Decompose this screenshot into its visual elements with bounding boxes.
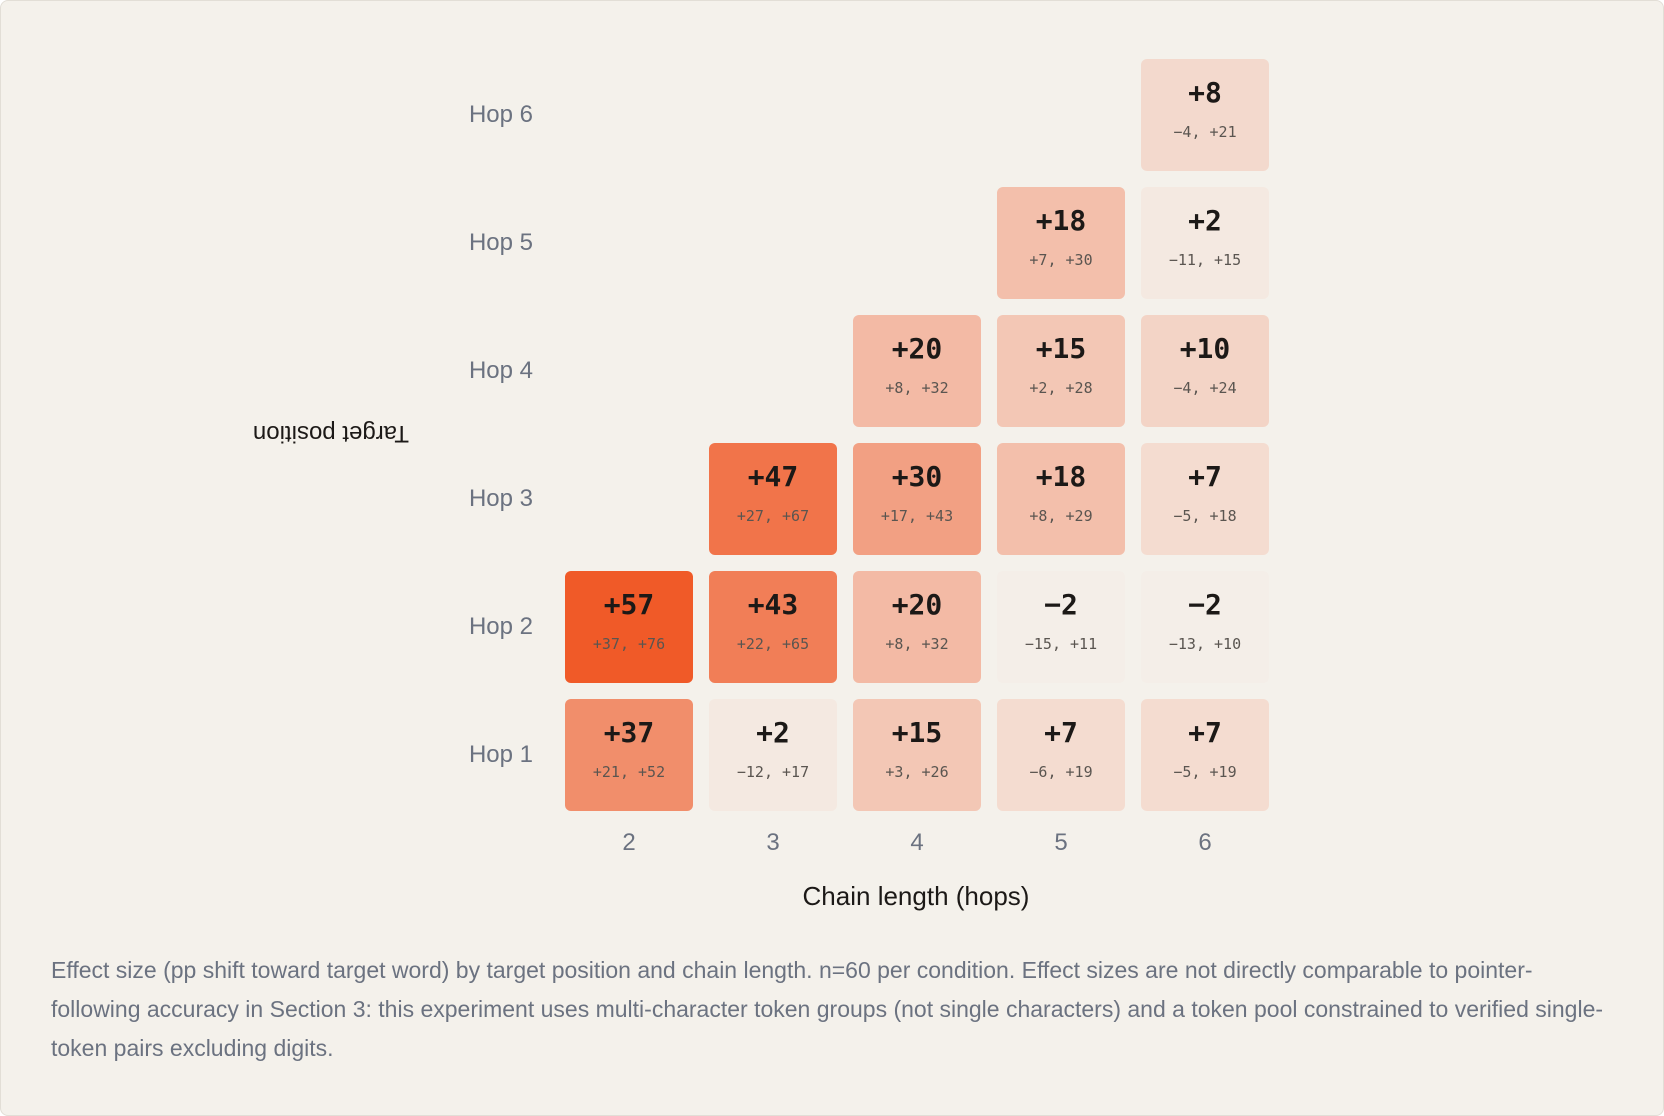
row-label: Hop 1 [468,741,533,768]
column-label: 2 [622,829,636,856]
cell-confidence-interval: −6, +19 [1029,763,1093,781]
cell-value: +7 [1188,460,1222,493]
cell-value: +57 [603,588,655,621]
cell-value: +7 [1188,716,1222,749]
cell-value: +10 [1179,332,1231,365]
heatmap-cell: +2 −11, +15 [1141,187,1269,299]
cell-confidence-interval: +2, +28 [1029,379,1093,397]
cell-confidence-interval: −4, +21 [1173,123,1237,141]
cell-value: −2 [1188,588,1222,621]
heatmap-cell: −2 −15, +11 [997,571,1125,683]
heatmap-cell: +7 −5, +19 [1141,699,1269,811]
cell-value: +18 [1035,460,1087,493]
column-label: 3 [766,829,780,856]
cell-confidence-interval: +21, +52 [592,763,666,781]
row-label: Hop 3 [468,485,533,512]
cell-value: +37 [603,716,655,749]
cell-confidence-interval: +27, +67 [736,507,810,525]
heatmap-cell: +2 −12, +17 [709,699,837,811]
cell-confidence-interval: +22, +65 [736,635,810,653]
heatmap-cell: +47 +27, +67 [709,443,837,555]
heatmap-cell: +43 +22, +65 [709,571,837,683]
row-label: Hop 5 [468,229,533,256]
cell-confidence-interval: +3, +26 [885,763,949,781]
cell-value: +15 [1035,332,1087,365]
cell-value: +18 [1035,204,1087,237]
heatmap-cell: +18 +7, +30 [997,187,1125,299]
cell-confidence-interval: −11, +15 [1168,251,1242,269]
cell-confidence-interval: −12, +17 [736,763,810,781]
cell-confidence-interval: +37, +76 [592,635,666,653]
heatmap-cell: +20 +8, +32 [853,315,981,427]
cell-value: +47 [747,460,799,493]
row-label: Hop 4 [468,357,533,384]
cell-confidence-interval: −15, +11 [1024,635,1098,653]
cell-value: +43 [747,588,799,621]
figure-caption: Effect size (pp shift toward target word… [51,957,1604,1061]
cell-value: +2 [1188,204,1222,237]
cell-value: +7 [1044,716,1078,749]
heatmap-cell: +7 −5, +18 [1141,443,1269,555]
heatmap-cell: +8 −4, +21 [1141,59,1269,171]
heatmap-cell: +10 −4, +24 [1141,315,1269,427]
cell-value: +20 [891,588,943,621]
heatmap-cell: +7 −6, +19 [997,699,1125,811]
heatmap-cell: −2 −13, +10 [1141,571,1269,683]
cell-confidence-interval: +7, +30 [1029,251,1093,269]
column-label: 5 [1054,829,1068,856]
cell-value: −2 [1044,588,1078,621]
row-label: Hop 6 [468,101,533,128]
heatmap-cell: +15 +2, +28 [997,315,1125,427]
heatmap-cell: +18 +8, +29 [997,443,1125,555]
cell-confidence-interval: +17, +43 [880,507,954,525]
cell-confidence-interval: +8, +29 [1029,507,1093,525]
cell-value: +20 [891,332,943,365]
column-label: 6 [1198,829,1212,856]
x-axis-label: Chain length (hops) [802,881,1030,911]
heatmap-cell: +30 +17, +43 [853,443,981,555]
cell-value: +8 [1188,76,1222,109]
cell-confidence-interval: −13, +10 [1168,635,1242,653]
heatmap-cell: +20 +8, +32 [853,571,981,683]
cell-confidence-interval: −5, +19 [1173,763,1237,781]
heatmap-cell: +57 +37, +76 [565,571,693,683]
cell-confidence-interval: +8, +32 [885,379,949,397]
cell-confidence-interval: −4, +24 [1173,379,1237,397]
cell-confidence-interval: +8, +32 [885,635,949,653]
cell-confidence-interval: −5, +18 [1173,507,1237,525]
cell-value: +2 [756,716,790,749]
column-label: 4 [910,829,924,856]
cell-value: +15 [891,716,943,749]
cell-value: +30 [891,460,943,493]
heatmap-cell: +15 +3, +26 [853,699,981,811]
row-label: Hop 2 [468,613,533,640]
heatmap-cell: +37 +21, +52 [565,699,693,811]
